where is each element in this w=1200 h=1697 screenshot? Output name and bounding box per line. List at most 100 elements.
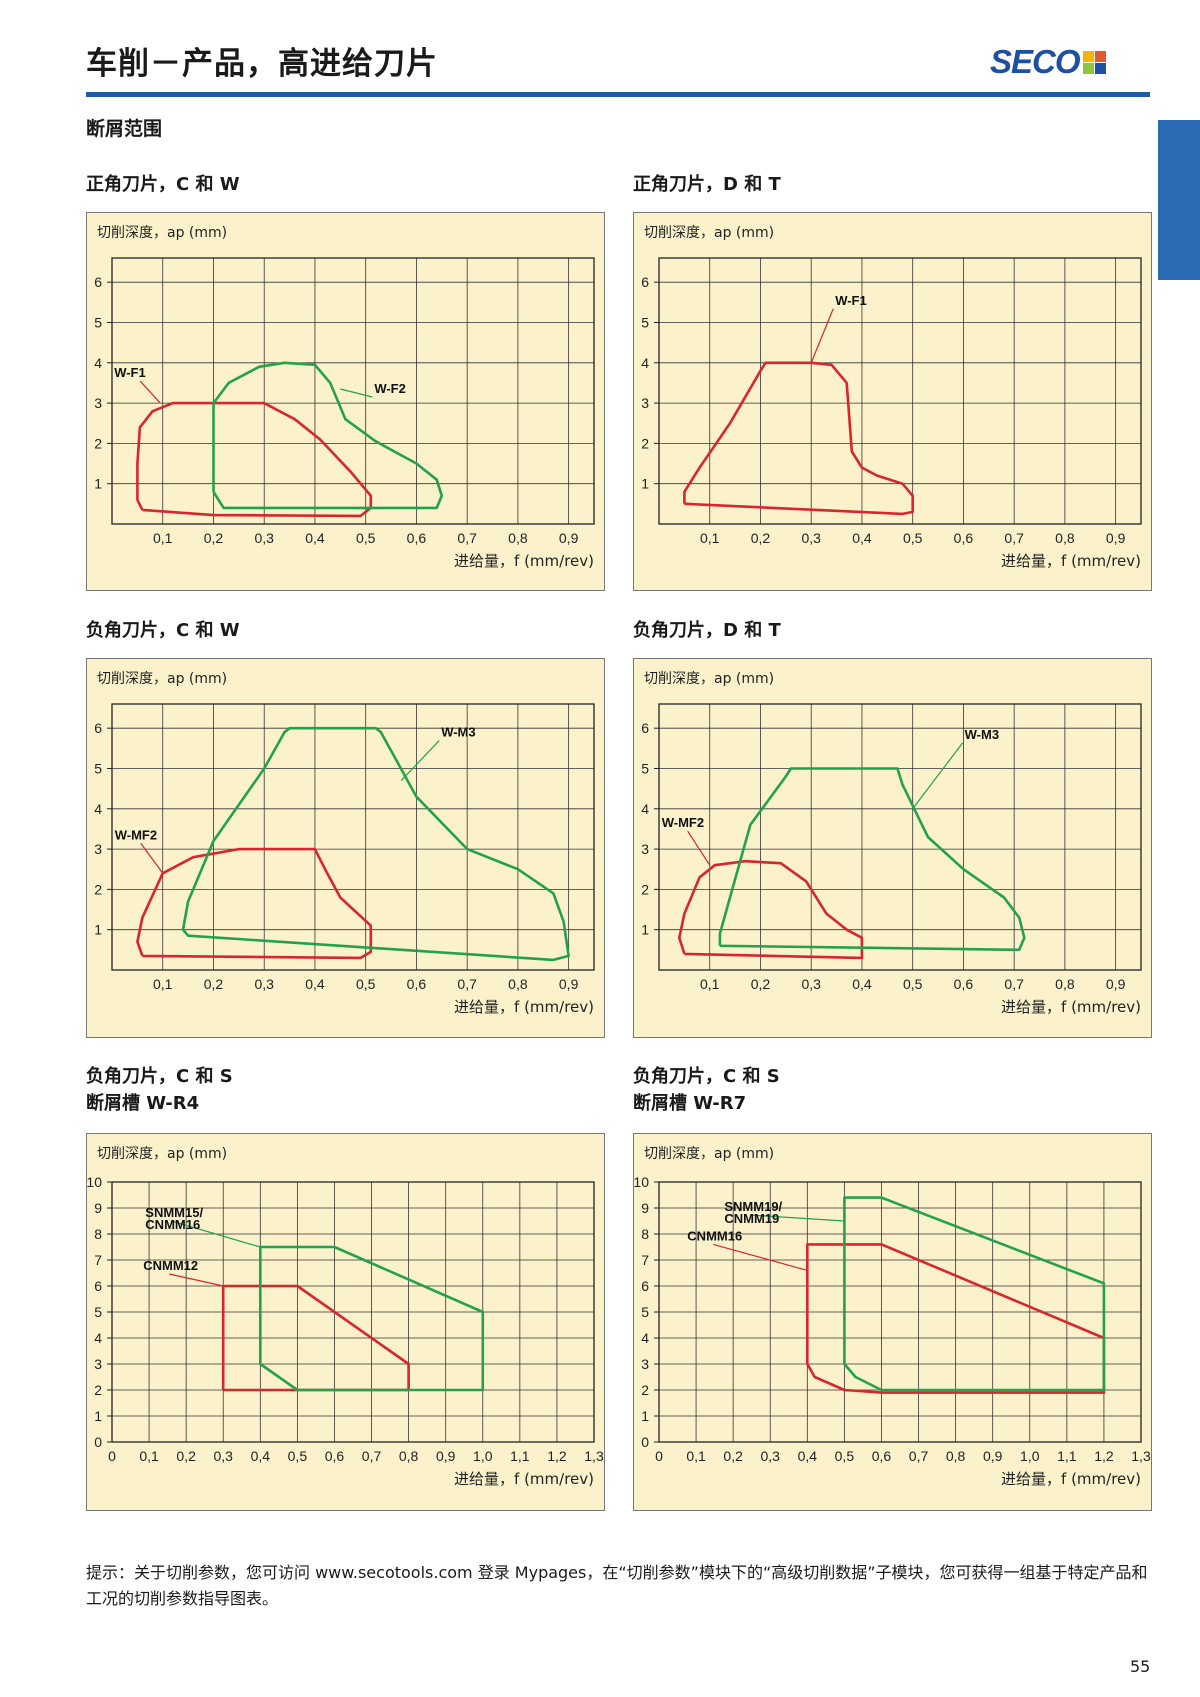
label-leader-line	[139, 380, 161, 404]
y-tick-label: 3	[641, 395, 649, 411]
series-outline-red	[683, 361, 914, 516]
y-tick-label: 4	[641, 1330, 649, 1346]
series-outline-green	[718, 767, 1026, 952]
y-axis-label: 切削深度，ap (mm)	[97, 225, 227, 241]
y-tick-label: 3	[94, 1356, 102, 1372]
x-tick-label: 0,2	[751, 530, 771, 546]
y-tick-label: 2	[94, 1382, 102, 1398]
chart-title-3: 负角刀片，C 和 W	[86, 617, 240, 644]
chart-1-svg: 切削深度，ap (mm) 1 2 3 4 5 6 0,1 0,2 0,3 0,4 0,5 0,6 0,7 0…	[94, 225, 595, 570]
y-tick-label: 10	[634, 1174, 649, 1190]
x-tick-label: 0,4	[305, 530, 325, 546]
chart-title-2: 正角刀片，D 和 T	[633, 171, 781, 198]
x-tick-label: 0,2	[723, 1448, 743, 1464]
x-tick-label: 0,7	[1004, 530, 1024, 546]
y-tick-label: 6	[94, 274, 102, 290]
plot-frame	[658, 257, 1142, 525]
x-tick-label: 0,1	[153, 530, 173, 546]
x-axis-label: 进给量，f (mm/rev)	[1001, 552, 1141, 570]
x-tick-label: 0,6	[954, 530, 974, 546]
y-axis-label: 切削深度，ap (mm)	[97, 1146, 227, 1162]
x-tick-label: 1,1	[1057, 1448, 1077, 1464]
y-tick-label: 2	[94, 881, 102, 897]
x-tick-label: 1,2	[1094, 1448, 1114, 1464]
x-tick-label: 0,7	[457, 530, 477, 546]
y-tick-label: 3	[641, 1356, 649, 1372]
y-tick-label: 2	[641, 881, 649, 897]
chart-2-title: 正角刀片，D 和 T	[633, 174, 781, 195]
plot-frame	[111, 703, 595, 971]
chart-4-title: 负角刀片，D 和 T	[633, 620, 781, 641]
label-leader-line	[750, 1214, 845, 1222]
x-tick-label: 0,4	[251, 1448, 271, 1464]
series-outline-green	[181, 726, 570, 962]
y-tick-label: 7	[641, 1252, 649, 1268]
logo-mark-icon	[1082, 50, 1106, 74]
y-tick-label: 6	[641, 720, 649, 736]
x-tick-label: 1,0	[473, 1448, 493, 1464]
x-tick-label: 0,3	[254, 530, 274, 546]
chart-panel-1: 切削深度，ap (mm) 1 2 3 4 5 6 0,1 0,2 0,3 0,4 0,5 0,6 0,7 0…	[86, 212, 605, 591]
chart-3-title: 负角刀片，C 和 W	[86, 620, 240, 641]
header-rule	[86, 92, 1150, 97]
series-label: W-MF2	[662, 815, 704, 830]
y-tick-label: 1	[641, 922, 649, 938]
label-leader-line	[171, 1220, 261, 1248]
series-outline-green	[212, 361, 444, 510]
label-leader-line	[169, 1273, 224, 1287]
x-tick-label: 0,8	[946, 1448, 966, 1464]
page-title: 车削－产品，高进给刀片	[86, 46, 438, 82]
series-label: CNMM16	[145, 1217, 200, 1232]
x-axis-label: 进给量，f (mm/rev)	[454, 1470, 594, 1488]
x-tick-label: 1,3	[584, 1448, 604, 1464]
x-tick-label: 0,6	[407, 530, 427, 546]
y-tick-label: 1	[94, 1408, 102, 1424]
x-tick-label: 0,6	[325, 1448, 345, 1464]
x-axis-label: 进给量，f (mm/rev)	[1001, 998, 1141, 1016]
x-axis-label: 进给量，f (mm/rev)	[454, 998, 594, 1016]
x-tick-label: 0,1	[139, 1448, 159, 1464]
x-tick-label: 0,7	[1004, 976, 1024, 992]
y-tick-label: 6	[641, 274, 649, 290]
x-tick-label: 0,5	[835, 1448, 855, 1464]
x-tick-label: 0,6	[954, 976, 974, 992]
y-tick-label: 0	[641, 1434, 649, 1450]
series-outline-green	[843, 1196, 1106, 1392]
x-tick-label: 0,3	[801, 530, 821, 546]
y-tick-label: 5	[641, 760, 649, 776]
x-tick-label: 0,9	[559, 530, 579, 546]
x-tick-label: 0,4	[798, 1448, 818, 1464]
y-tick-label: 5	[641, 314, 649, 330]
chart-6-svg: 切削深度，ap (mm) 0 1 2 3 4 5 6 7 8 9 10 0 0,1 0,2 0,3 0,4 0,5…	[634, 1146, 1151, 1488]
x-tick-label: 0,8	[1055, 976, 1075, 992]
series-label: W-F1	[114, 365, 146, 380]
chart-panel-6: 切削深度，ap (mm) 0 1 2 3 4 5 6 7 8 9 10 0 0,1 0,2 0,3 0,4 0,5…	[633, 1133, 1152, 1511]
x-tick-label: 0,2	[204, 976, 224, 992]
chart-title-1: 正角刀片，C 和 W	[86, 171, 240, 198]
label-leader-line	[687, 830, 711, 866]
plot-frame	[658, 703, 1142, 971]
x-tick-label: 0,9	[983, 1448, 1003, 1464]
chart-5-subtitle: 断屑槽 W-R4	[86, 1093, 200, 1114]
series-label: W-F1	[835, 293, 867, 308]
x-tick-label: 0,5	[903, 530, 923, 546]
y-tick-label: 2	[641, 435, 649, 451]
label-leader-line	[912, 742, 964, 810]
x-tick-label: 0,4	[852, 976, 872, 992]
series-label: SNMM19/	[724, 1199, 782, 1214]
y-tick-label: 8	[94, 1226, 102, 1242]
x-tick-label: 0,5	[288, 1448, 308, 1464]
series-outline-red	[136, 847, 373, 960]
chart-panel-2: 切削深度，ap (mm) 1 2 3 4 5 6 0,1 0,2 0,3 0,4 0,5 0,6 0,7 0…	[633, 212, 1152, 591]
y-tick-label: 5	[94, 760, 102, 776]
series-outline-red	[136, 401, 373, 518]
y-tick-label: 4	[94, 801, 102, 817]
chart-panel-3: 切削深度，ap (mm) 1 2 3 4 5 6 0,1 0,2 0,3 0,4 0,5 0,6 0,7 0…	[86, 658, 605, 1038]
y-tick-label: 1	[94, 922, 102, 938]
seco-logo: SECO	[990, 43, 1106, 80]
x-tick-label: 0,9	[559, 976, 579, 992]
y-tick-label: 3	[94, 395, 102, 411]
y-tick-label: 8	[641, 1226, 649, 1242]
series-outline-red	[678, 859, 864, 960]
x-tick-label: 0,5	[903, 976, 923, 992]
